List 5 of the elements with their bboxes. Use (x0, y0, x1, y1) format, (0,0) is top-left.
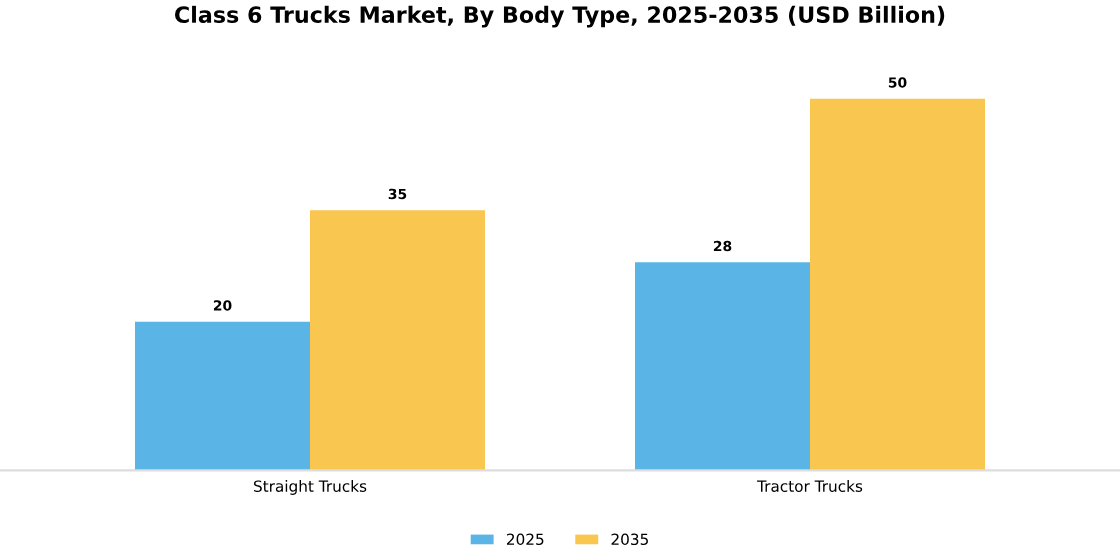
bar (810, 98, 985, 471)
bar (135, 321, 310, 471)
bar (635, 262, 810, 471)
chart-title: Class 6 Trucks Market, By Body Type, 2025-2035 (USD Billion) (175, 5, 945, 28)
bar (310, 210, 485, 471)
